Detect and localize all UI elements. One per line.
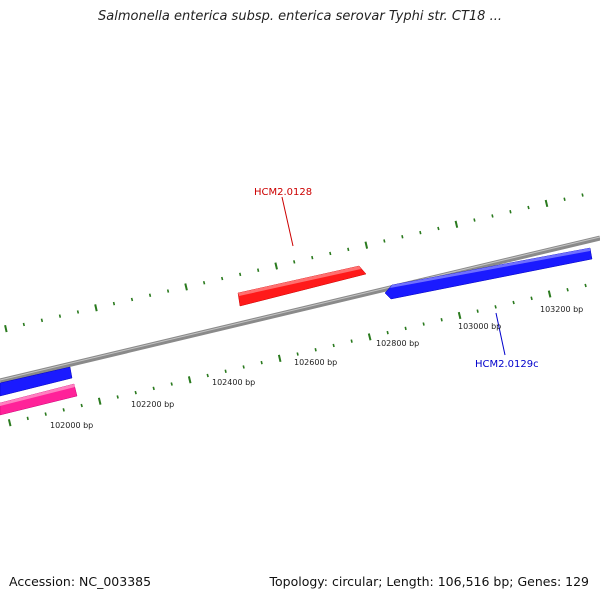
inner-ring-minor-tick (422, 322, 425, 326)
outer-ring-minor-tick (581, 193, 584, 197)
inner-tick-ring (7, 283, 587, 427)
gene-hcm2-0129c-arrow[interactable] (384, 247, 593, 300)
outer-ring-minor-tick (40, 318, 44, 323)
outer-ring-minor-tick (329, 251, 332, 256)
inner-ring-major-tick (97, 397, 102, 405)
scale-label-103000: 103000 bp (458, 322, 501, 331)
outer-ring-minor-tick (58, 314, 62, 318)
inner-ring-minor-tick (296, 352, 299, 356)
inner-ring-minor-tick (314, 348, 317, 352)
outer-ring-minor-tick (293, 260, 296, 264)
inner-ring-minor-tick (584, 283, 587, 288)
gene-label-leader-reverse (495, 312, 506, 356)
map-summary: Topology: circular; Length: 106,516 bp; … (269, 574, 590, 589)
scale-label-103200: 103200 bp (540, 305, 583, 314)
inner-ring-major-tick (367, 333, 372, 341)
outer-ring-minor-tick (112, 301, 116, 306)
gene-label-leader-forward (281, 196, 294, 247)
outer-ring-minor-tick (383, 239, 386, 243)
inner-ring-minor-tick (152, 386, 155, 391)
outer-ring-minor-tick (239, 272, 242, 277)
gene-hcm2-0128-arrow-top (238, 266, 361, 296)
outer-ring-minor-tick (257, 268, 260, 272)
outer-ring-minor-tick (527, 205, 530, 210)
inner-ring-minor-tick (206, 373, 209, 378)
outer-ring-minor-tick (76, 310, 80, 314)
inner-ring-minor-tick (80, 403, 83, 408)
outer-ring-minor-tick (473, 218, 476, 222)
inner-ring-minor-tick (476, 309, 479, 313)
gene-label-hcm2-0128[interactable]: HCM2.0128 (254, 187, 312, 198)
inner-ring-minor-tick (134, 390, 137, 395)
outer-ring-minor-tick (563, 197, 566, 201)
inner-ring-major-tick (547, 290, 552, 298)
backbone-highlight (0, 236, 600, 381)
outer-ring-minor-tick (166, 289, 170, 293)
scale-label-102200: 102200 bp (131, 400, 174, 409)
inner-ring-minor-tick (44, 412, 47, 416)
outer-ring-major-tick (364, 241, 369, 249)
outer-ring-minor-tick (437, 226, 440, 231)
inner-ring-minor-tick (350, 339, 353, 343)
outer-ring-minor-tick (130, 297, 134, 302)
outer-ring-major-tick (454, 220, 459, 228)
inner-ring-minor-tick (224, 369, 227, 373)
outer-tick-ring (4, 193, 584, 333)
outer-ring-major-tick (274, 262, 278, 270)
accession-label: Accession: NC_003385 (9, 574, 152, 589)
inner-ring-minor-tick (440, 318, 443, 322)
inner-ring-major-tick (7, 419, 12, 427)
scale-label-102000: 102000 bp (50, 421, 93, 430)
outer-ring-major-tick (4, 324, 8, 333)
scale-label-102800: 102800 bp (376, 339, 419, 348)
outer-ring-minor-tick (347, 247, 350, 252)
inner-ring-minor-tick (170, 382, 173, 386)
map-title: Salmonella enterica subsp. enterica sero… (98, 9, 502, 24)
scale-label-102400: 102400 bp (212, 378, 255, 387)
outer-ring-minor-tick (311, 255, 314, 260)
inner-ring-minor-tick (62, 408, 65, 412)
inner-ring-minor-tick (260, 360, 263, 365)
outer-ring-major-tick (94, 304, 98, 312)
outer-ring-minor-tick (202, 281, 206, 285)
inner-ring-minor-tick (332, 343, 335, 348)
backbone-line (0, 235, 600, 384)
outer-ring-major-tick (544, 199, 549, 208)
outer-ring-major-tick (184, 283, 188, 291)
gene-hcm2-0129c-arrow-top (390, 248, 590, 288)
outer-ring-minor-tick (419, 230, 422, 235)
inner-ring-minor-tick (26, 416, 29, 421)
inner-ring-major-tick (457, 311, 462, 320)
gene-label-hcm2-0129c[interactable]: HCM2.0129c (475, 359, 539, 370)
outer-ring-minor-tick (221, 276, 224, 281)
outer-ring-minor-tick (401, 235, 404, 239)
inner-ring-minor-tick (386, 330, 389, 335)
inner-ring-minor-tick (404, 326, 407, 331)
inner-ring-minor-tick (566, 288, 569, 292)
outer-ring-minor-tick (491, 214, 494, 218)
scale-label-102600: 102600 bp (294, 358, 337, 367)
gene-left-blue-arrow[interactable] (0, 366, 73, 397)
gene-hcm2-0128-arrow[interactable] (237, 265, 367, 307)
outer-ring-minor-tick (509, 210, 512, 214)
inner-ring-minor-tick (512, 300, 515, 305)
inner-ring-major-tick (187, 376, 192, 384)
inner-ring-major-tick (277, 354, 282, 363)
inner-ring-minor-tick (530, 296, 533, 301)
inner-ring-minor-tick (116, 395, 119, 399)
inner-ring-minor-tick (494, 305, 497, 309)
inner-ring-minor-tick (242, 365, 245, 369)
outer-ring-minor-tick (148, 293, 152, 297)
gene-left-pink-arrow-top (0, 384, 75, 406)
outer-ring-minor-tick (22, 322, 25, 327)
